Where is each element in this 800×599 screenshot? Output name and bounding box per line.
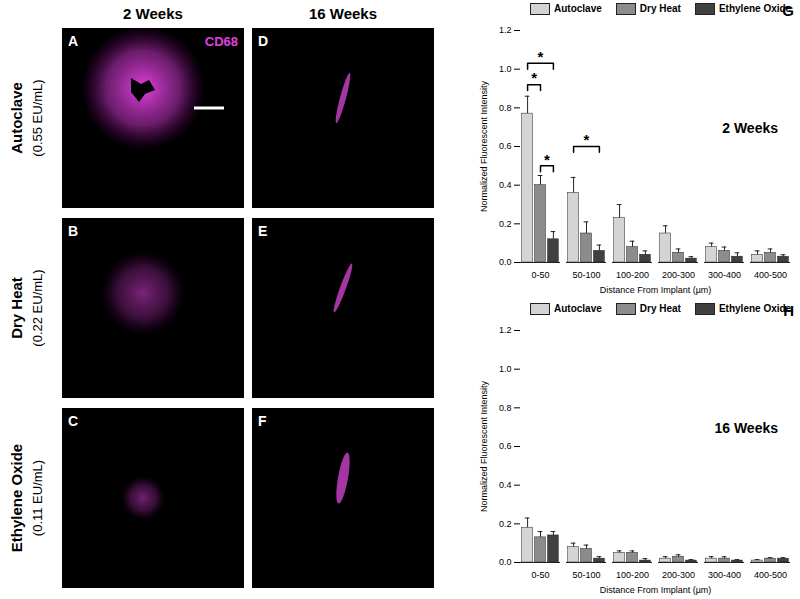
svg-text:0-50: 0-50: [531, 570, 549, 580]
svg-text:0.2: 0.2: [499, 519, 512, 529]
svg-text:0-50: 0-50: [531, 270, 549, 280]
html-text:Ethylene Oxide: Ethylene Oxide: [718, 2, 792, 14]
svg-text:F: F: [258, 413, 267, 429]
svg-text:*: *: [538, 48, 544, 65]
svg-text:400-500: 400-500: [754, 570, 787, 580]
svg-text:200-300: 200-300: [662, 270, 695, 280]
svg-text:0.8: 0.8: [499, 103, 512, 113]
svg-text:*: *: [584, 131, 590, 148]
svg-text:0.4: 0.4: [499, 480, 512, 490]
svg-text:2 Weeks: 2 Weeks: [123, 5, 183, 22]
svg-text:0.2: 0.2: [499, 219, 512, 229]
svg-text:0.0: 0.0: [499, 557, 512, 567]
svg-text:0.6: 0.6: [499, 141, 512, 151]
svg-text:0.6: 0.6: [499, 441, 512, 451]
svg-text:Ethylene Oxide: Ethylene Oxide: [8, 444, 25, 552]
svg-text:50-100: 50-100: [572, 270, 600, 280]
svg-text:*: *: [544, 151, 550, 168]
svg-text:CD68: CD68: [205, 34, 238, 49]
svg-text:Autoclave: Autoclave: [8, 82, 25, 154]
svg-text:1.0: 1.0: [499, 64, 512, 74]
svg-text:Distance From Implant (µm): Distance From Implant (µm): [600, 585, 712, 595]
svg-text:1.2: 1.2: [499, 325, 512, 335]
html-text:H: H: [783, 302, 794, 319]
svg-text:Normalized Fluorescent Intensi: Normalized Fluorescent Intensity: [479, 380, 489, 512]
svg-text:B: B: [68, 223, 78, 239]
svg-text:A: A: [68, 33, 78, 49]
html-text:G: G: [782, 2, 794, 19]
svg-text:200-300: 200-300: [662, 570, 695, 580]
svg-text:Distance From Implant (µm): Distance From Implant (µm): [600, 285, 712, 295]
html-text:16 Weeks: 16 Weeks: [714, 420, 778, 436]
html-text:Ethylene Oxide: Ethylene Oxide: [718, 302, 792, 314]
svg-text:Normalized Fluorescent Intensi: Normalized Fluorescent Intensity: [479, 80, 489, 212]
html-text:2 Weeks: 2 Weeks: [722, 120, 778, 136]
svg-text:1.0: 1.0: [499, 364, 512, 374]
svg-text:(0.55 EU/mL): (0.55 EU/mL): [30, 79, 45, 156]
svg-text:400-500: 400-500: [754, 270, 787, 280]
svg-text:C: C: [68, 413, 78, 429]
svg-text:100-200: 100-200: [616, 270, 649, 280]
svg-text:E: E: [258, 223, 267, 239]
svg-text:16 Weeks: 16 Weeks: [309, 5, 377, 22]
html-text:Dry Heat: Dry Heat: [639, 2, 681, 14]
svg-text:300-400: 300-400: [708, 570, 741, 580]
html-text:Dry Heat: Dry Heat: [639, 302, 681, 314]
svg-text:(0.22 EU/mL): (0.22 EU/mL): [30, 269, 45, 346]
svg-text:100-200: 100-200: [616, 570, 649, 580]
svg-text:0.8: 0.8: [499, 403, 512, 413]
svg-text:*: *: [531, 69, 537, 86]
svg-text:50-100: 50-100: [572, 570, 600, 580]
svg-text:0.4: 0.4: [499, 180, 512, 190]
html-text:Autoclave: Autoclave: [554, 302, 602, 314]
svg-text:0.0: 0.0: [499, 257, 512, 267]
svg-text:Dry Heat: Dry Heat: [8, 277, 25, 339]
svg-text:(0.11 EU/mL): (0.11 EU/mL): [30, 460, 45, 536]
svg-text:D: D: [258, 33, 268, 49]
html-text:Autoclave: Autoclave: [554, 2, 602, 14]
svg-text:300-400: 300-400: [708, 270, 741, 280]
svg-text:1.2: 1.2: [499, 25, 512, 35]
